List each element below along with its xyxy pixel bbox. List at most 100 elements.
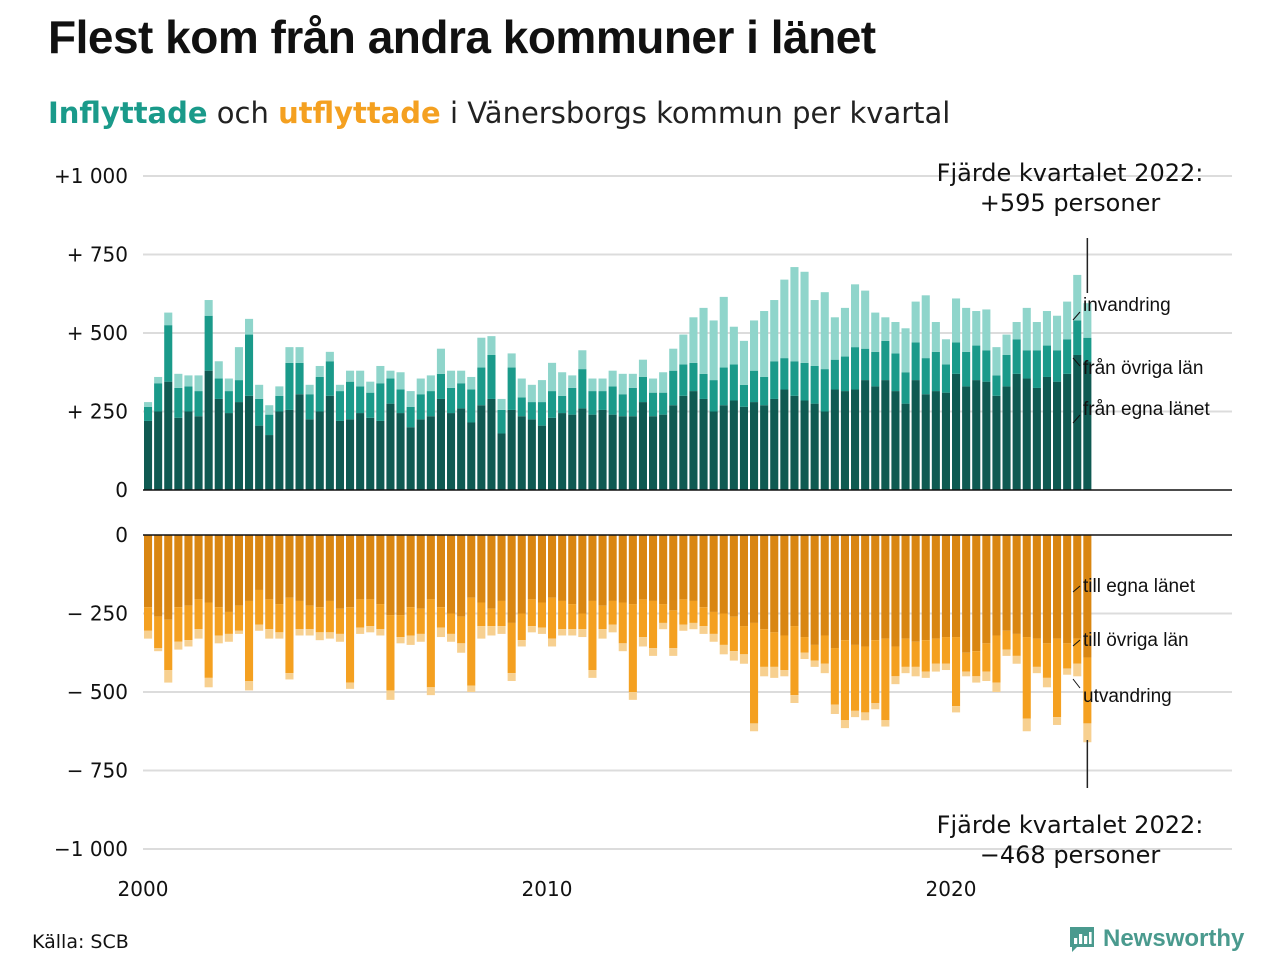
bar-in-1	[224, 391, 233, 414]
bar-in-0	[507, 409, 516, 490]
bar-out-1	[760, 629, 769, 667]
bar-out-0	[295, 535, 304, 601]
bar-in-0	[689, 391, 698, 490]
bar-in-1	[1002, 354, 1011, 387]
bar-out-2	[750, 723, 759, 732]
bar-out-0	[608, 535, 617, 601]
bar-out-2	[921, 671, 930, 678]
bar-in-1	[396, 389, 405, 414]
bar-out-1	[558, 600, 567, 630]
bar-out-0	[881, 535, 890, 639]
bar-out-1	[1032, 638, 1041, 667]
bar-out-0	[487, 535, 496, 609]
bar-out-0	[265, 535, 274, 600]
bar-out-0	[760, 535, 769, 630]
bar-out-0	[861, 535, 870, 647]
bar-out-1	[325, 600, 334, 633]
bar-out-2	[830, 704, 839, 714]
bar-in-0	[376, 420, 385, 490]
bar-in-2	[689, 317, 698, 363]
bar-in-2	[184, 375, 193, 387]
bar-in-1	[436, 373, 445, 399]
bar-in-2	[1012, 322, 1021, 340]
bar-out-2	[931, 663, 940, 672]
bar-out-0	[588, 535, 597, 601]
bar-in-0	[315, 411, 324, 490]
bar-in-0	[901, 403, 910, 490]
bar-in-1	[366, 392, 375, 418]
bar-in-0	[1022, 378, 1031, 490]
bar-in-1	[1073, 320, 1082, 355]
bar-out-0	[416, 535, 425, 609]
bar-in-2	[851, 284, 860, 348]
bar-in-2	[992, 347, 1001, 376]
bar-in-1	[931, 351, 940, 392]
bar-out-2	[467, 685, 476, 692]
bar-out-0	[689, 535, 698, 601]
bar-out-2	[376, 629, 385, 636]
bar-out-0	[194, 535, 203, 600]
bar-in-1	[568, 387, 577, 415]
newsworthy-logo[interactable]: Newsworthy	[1068, 925, 1244, 953]
bar-out-0	[356, 535, 365, 600]
bar-out-1	[911, 641, 920, 667]
series-label-in: från övriga län	[1083, 358, 1203, 379]
bar-in-0	[527, 419, 536, 490]
bar-out-0	[537, 535, 546, 603]
y-tick-label-lower: 0	[115, 523, 128, 547]
bar-in-2	[1083, 303, 1092, 338]
bar-in-0	[699, 398, 708, 490]
bar-in-1	[255, 398, 264, 426]
bar-in-0	[598, 409, 607, 490]
bar-in-1	[669, 370, 678, 406]
bar-out-0	[507, 535, 516, 623]
bar-in-1	[618, 394, 627, 417]
bar-out-2	[598, 629, 607, 639]
bar-out-1	[669, 610, 678, 649]
bar-out-2	[659, 622, 668, 630]
bar-in-1	[164, 325, 173, 382]
bar-in-1	[457, 383, 466, 409]
bar-out-2	[1063, 668, 1072, 675]
bar-in-0	[224, 413, 233, 490]
bar-out-1	[659, 604, 668, 623]
series-label-out: till övriga län	[1083, 630, 1189, 651]
bar-out-1	[164, 619, 173, 671]
bar-out-1	[376, 604, 385, 630]
bar-in-0	[810, 403, 819, 490]
bar-in-1	[1042, 345, 1051, 377]
bar-out-0	[820, 535, 829, 636]
bar-in-1	[335, 391, 344, 421]
bar-in-2	[901, 328, 910, 373]
bar-in-2	[144, 402, 153, 407]
bar-in-2	[588, 378, 597, 392]
bar-out-2	[537, 627, 546, 634]
series-leader-in	[1072, 311, 1081, 321]
bar-out-1	[578, 613, 587, 630]
bar-in-2	[568, 375, 577, 388]
bar-in-1	[750, 370, 759, 403]
bar-out-1	[972, 651, 981, 677]
bar-out-0	[780, 535, 789, 636]
bar-in-2	[709, 320, 718, 381]
bar-out-2	[588, 670, 597, 678]
bar-out-1	[840, 640, 849, 721]
bar-out-1	[154, 616, 163, 649]
bar-in-2	[285, 347, 294, 363]
bar-in-1	[729, 364, 738, 401]
annotation-in-line2: +595 personer	[980, 189, 1161, 217]
bar-out-0	[164, 535, 173, 620]
bar-in-2	[881, 317, 890, 341]
bar-out-0	[346, 535, 355, 608]
bar-out-0	[800, 535, 809, 638]
bar-in-2	[467, 376, 476, 390]
bar-in-1	[295, 362, 304, 395]
bar-out-0	[1032, 535, 1041, 639]
bar-out-0	[679, 535, 688, 600]
bar-out-1	[618, 602, 627, 644]
bar-in-0	[588, 414, 597, 490]
bar-in-1	[275, 395, 284, 412]
bar-out-0	[204, 535, 213, 603]
bar-out-0	[447, 535, 456, 614]
bar-out-2	[406, 635, 415, 645]
